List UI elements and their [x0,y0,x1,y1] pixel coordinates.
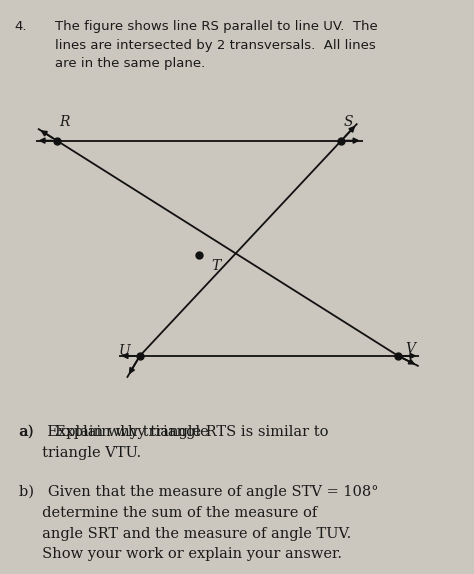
Text: U: U [118,344,130,358]
Text: S: S [344,115,353,129]
Text: Explain why triangle: Explain why triangle [55,425,213,439]
Text: The figure shows line RS parallel to line UV.  The
lines are intersected by 2 tr: The figure shows line RS parallel to lin… [55,20,377,70]
Text: T: T [211,259,220,273]
Text: R: R [59,115,69,129]
Text: b)   Given that the measure of angle STV = 108°
     determine the sum of the me: b) Given that the measure of angle STV =… [19,485,378,561]
Text: a): a) [19,425,34,439]
Text: 4.: 4. [14,20,27,33]
Text: V: V [405,342,415,356]
Text: a)   Explain why triangle RTS is similar to
     triangle VTU.: a) Explain why triangle RTS is similar t… [19,425,328,460]
Text: Explain why triangle 
RTS is similar to
triangle 
VTU.: Explain why triangle RTS is similar to t… [55,425,213,501]
